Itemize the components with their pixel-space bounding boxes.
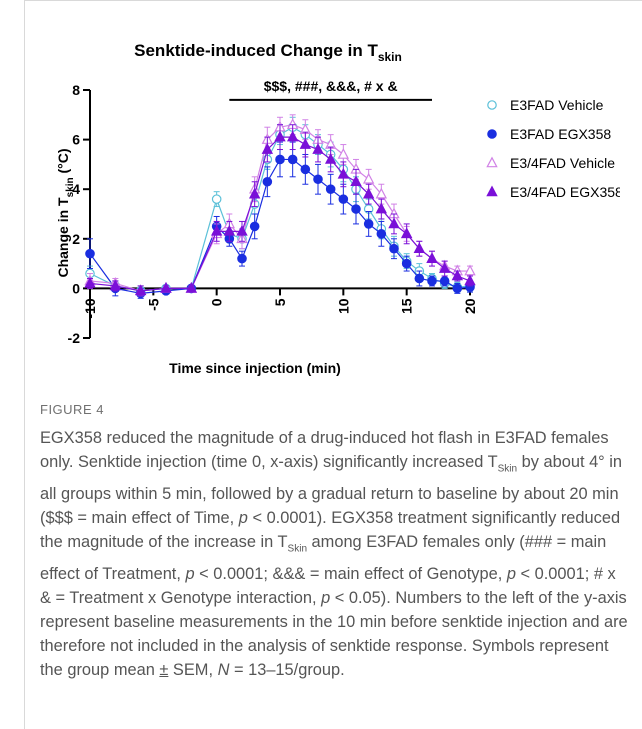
y-tick-label: -2	[68, 330, 81, 346]
legend: E3FAD Vehicle E3FAD EGX358 E3/4FAD Vehicle…	[486, 97, 620, 200]
data-point	[413, 242, 426, 254]
data-point	[299, 138, 312, 149]
data-point	[275, 154, 285, 165]
data-point	[363, 219, 374, 229]
data-point	[439, 276, 450, 286]
data-point	[85, 248, 95, 259]
x-tick-label: 5	[272, 298, 288, 306]
data-point	[84, 276, 96, 288]
data-point	[337, 167, 350, 179]
data-point	[464, 264, 476, 276]
series-3	[84, 124, 476, 297]
data-point	[464, 274, 476, 286]
data-point	[261, 143, 274, 154]
data-point	[388, 217, 400, 229]
figure-label: FIGURE 4	[40, 402, 104, 417]
data-point	[134, 284, 147, 296]
data-point	[109, 279, 122, 291]
data-point	[375, 202, 388, 214]
significance-annotation: $$$, ###, &&&, # x &	[264, 78, 398, 94]
data-point	[375, 187, 388, 199]
data-point	[389, 243, 399, 254]
y-axis-title: Change in Tskin (°C)	[55, 148, 76, 277]
data-point	[210, 224, 223, 236]
data-point	[452, 283, 463, 294]
data-point	[414, 273, 425, 284]
x-tick-label: 20	[462, 298, 478, 314]
chart: Senktide-induced Change in Tskin -2 0 2 4 6 8…	[55, 41, 620, 376]
data-point	[287, 154, 298, 165]
data-point	[237, 253, 247, 264]
data-point	[274, 130, 286, 142]
data-point	[338, 194, 349, 204]
x-axis-title: Time since injection (min)	[169, 360, 341, 376]
y-tick-label: 2	[72, 231, 80, 247]
legend-marker	[486, 156, 498, 168]
plot-area: -2 0 2 4 6 8 -10 -5 0 5 10 15 20 $$$, ###, &&&, # x &	[68, 78, 478, 346]
x-tick-label: 0	[209, 298, 225, 306]
legend-label: E3/4FAD Vehicle	[510, 155, 615, 171]
data-point	[376, 229, 387, 239]
data-point	[262, 176, 273, 187]
legend-label: E3/4FAD EGX358	[510, 184, 620, 200]
data-point	[223, 224, 236, 236]
data-point	[236, 224, 248, 236]
series-line	[89, 158, 471, 294]
data-point	[426, 252, 438, 263]
frame-top-border	[24, 0, 642, 1]
legend-marker	[487, 100, 497, 110]
data-point	[248, 187, 261, 199]
data-point	[362, 187, 375, 199]
legend-label: E3FAD EGX358	[510, 126, 611, 142]
data-point	[286, 130, 299, 142]
frame-left-border	[24, 0, 25, 729]
legend-marker	[487, 129, 497, 139]
x-tick-label: 10	[335, 298, 351, 314]
data-point	[324, 152, 337, 164]
data-point	[438, 262, 451, 273]
data-point	[451, 269, 464, 281]
data-point	[312, 143, 324, 154]
data-point	[351, 204, 361, 214]
y-tick-label: 4	[72, 181, 80, 197]
x-tick-label: 15	[399, 298, 415, 314]
data-point	[350, 175, 362, 187]
data-point	[401, 258, 412, 269]
y-tick-label: 8	[72, 82, 80, 98]
series-1	[85, 141, 475, 299]
data-point	[362, 172, 375, 184]
data-point	[325, 184, 336, 194]
x-tick-label: -5	[145, 298, 161, 311]
data-point	[211, 194, 222, 204]
data-point	[400, 227, 413, 239]
legend-marker	[486, 185, 498, 197]
data-point	[300, 164, 311, 175]
x-tick-label: -10	[82, 298, 98, 318]
y-tick-label: 0	[72, 280, 80, 296]
chart-title: Senktide-induced Change in Tskin	[134, 41, 402, 64]
data-point	[185, 281, 198, 293]
data-point	[313, 174, 323, 185]
figure-caption: EGX358 reduced the magnitude of a drug-i…	[40, 429, 628, 680]
data-point	[160, 281, 172, 293]
data-point	[337, 147, 350, 159]
data-point	[249, 221, 260, 232]
legend-label: E3FAD Vehicle	[510, 97, 604, 113]
data-point	[427, 276, 437, 286]
y-tick-label: 6	[72, 132, 80, 148]
